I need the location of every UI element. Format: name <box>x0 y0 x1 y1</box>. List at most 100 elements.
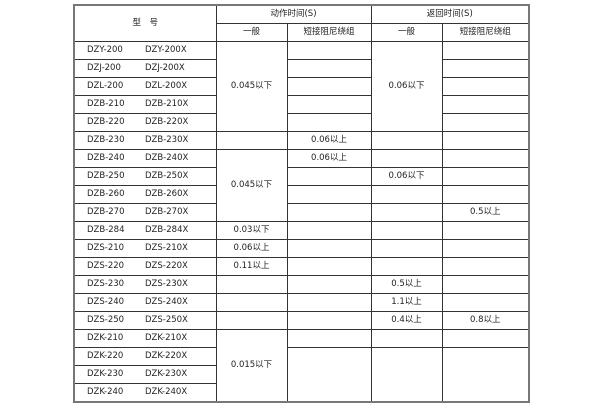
return-short-cell <box>441 221 530 240</box>
return-short-cell <box>441 113 530 132</box>
return-short-cell <box>441 185 530 204</box>
model-cell: DZB-230 DZB-230X <box>73 131 217 150</box>
model-a: DZS-210 <box>87 243 125 253</box>
header-return-short-damping: 短接阻尼绕组 <box>441 23 530 42</box>
model-a: DZK-220 <box>87 351 124 361</box>
header-action-time: 动作时间(S) <box>215 4 372 24</box>
action-general-cell: 0.045以下 <box>215 41 288 132</box>
return-short-cell: 0.8以上 <box>441 311 530 330</box>
table-row: DZB-210 DZB-210X <box>73 95 530 114</box>
return-short-cell <box>441 77 530 96</box>
return-general-cell <box>370 329 443 348</box>
model-a: DZB-230 <box>87 135 125 145</box>
model-b: DZB-260X <box>145 189 189 199</box>
table-row: DZS-220 DZS-220X 0.11以上 <box>73 257 530 276</box>
table-row: DZB-220 DZB-220X <box>73 113 530 132</box>
action-short-cell: 0.06以上 <box>286 149 372 168</box>
return-general-cell <box>370 185 443 204</box>
return-short-cell <box>441 95 530 114</box>
model-cell: DZK-230 DZK-230X <box>73 365 217 384</box>
action-short-cell <box>286 257 372 276</box>
return-short-cell <box>441 257 530 276</box>
table-row: DZB-260 DZB-260X <box>73 185 530 204</box>
model-b: DZB-284X <box>145 225 189 235</box>
action-short-cell <box>286 311 372 330</box>
return-short-cell <box>441 167 530 186</box>
action-general-cell <box>215 131 288 150</box>
table-row: DZL-200 DZL-200X <box>73 77 530 96</box>
return-general-cell: 1.1以上 <box>370 293 443 312</box>
model-cell: DZS-230 DZS-230X <box>73 275 217 294</box>
action-short-cell: 0.06以上 <box>286 131 372 150</box>
action-short-cell <box>286 167 372 186</box>
header-return-time: 返回时间(S) <box>370 4 530 24</box>
model-b: DZK-230X <box>145 369 188 379</box>
model-a: DZS-230 <box>87 279 125 289</box>
table-row: DZB-240 DZB-240X 0.045以下 0.06以上 <box>73 149 530 222</box>
model-cell: DZB-260 DZB-260X <box>73 185 217 204</box>
return-general-cell <box>370 347 443 403</box>
model-cell: DZL-200 DZL-200X <box>73 77 217 96</box>
return-general-cell <box>370 131 443 150</box>
table-row: DZK-210 DZK-210X 0.015以下 <box>73 329 530 403</box>
table-row: DZS-210 DZS-210X 0.06以上 <box>73 239 530 258</box>
model-b: DZB-250X <box>145 171 189 181</box>
model-b: DZS-220X <box>145 261 188 271</box>
action-short-cell <box>286 329 372 348</box>
table-row: DZB-270 DZB-270X 0.5以上 <box>73 203 530 222</box>
action-general-cell <box>215 275 288 294</box>
model-cell: DZS-250 DZS-250X <box>73 311 217 330</box>
return-general-cell: 0.06以下 <box>370 167 443 186</box>
table-row: DZY-200 DZY-200X 0.045以下 0.06以下 <box>73 41 530 132</box>
action-general-cell: 0.06以上 <box>215 239 288 258</box>
model-b: DZK-220X <box>145 351 188 361</box>
header-action-general: 一般 <box>215 23 288 42</box>
action-short-cell <box>286 203 372 222</box>
action-short-cell <box>286 185 372 204</box>
relay-timing-table: 型 号 动作时间(S) 返回时间(S) 一般 短接阻尼绕组 一般 短接阻尼绕组 … <box>73 4 530 403</box>
action-short-cell <box>286 41 372 60</box>
action-short-cell <box>286 113 372 132</box>
model-a: DZB-270 <box>87 207 125 217</box>
model-b: DZB-210X <box>145 99 189 109</box>
model-b: DZB-270X <box>145 207 189 217</box>
action-short-cell <box>286 95 372 114</box>
model-b: DZJ-200X <box>145 63 185 73</box>
model-cell: DZK-220 DZK-220X <box>73 347 217 366</box>
return-general-cell <box>370 239 443 258</box>
model-a: DZY-200 <box>87 45 123 55</box>
model-a: DZB-284 <box>87 225 125 235</box>
table-row: DZK-230 DZK-230X <box>73 365 529 384</box>
return-short-cell <box>441 149 530 168</box>
model-b: DZY-200X <box>145 45 187 55</box>
return-short-cell <box>441 59 530 78</box>
header-return-general: 一般 <box>370 23 443 42</box>
return-general-cell: 0.5以上 <box>370 275 443 294</box>
return-general-cell <box>370 221 443 240</box>
action-short-cell <box>286 239 372 258</box>
action-short-cell <box>286 221 372 240</box>
action-short-cell <box>286 347 372 403</box>
return-short-cell: 0.5以上 <box>441 203 530 222</box>
table-row: DZS-230 DZS-230X 0.5以上 <box>73 275 530 294</box>
model-cell: DZB-284 DZB-284X <box>73 221 217 240</box>
return-short-cell <box>441 41 530 60</box>
action-general-cell: 0.045以下 <box>215 149 288 222</box>
model-cell: DZK-210 DZK-210X <box>73 329 217 348</box>
return-general-cell: 0.4以上 <box>370 311 443 330</box>
action-general-cell: 0.015以下 <box>215 329 288 403</box>
model-b: DZS-250X <box>145 315 188 325</box>
model-cell: DZB-210 DZB-210X <box>73 95 217 114</box>
table-body: DZY-200 DZY-200X 0.045以下 0.06以下 DZJ-200 DZJ-2… <box>73 41 530 403</box>
model-cell: DZS-210 DZS-210X <box>73 239 217 258</box>
return-general-cell <box>370 257 443 276</box>
model-a: DZL-200 <box>87 81 124 91</box>
model-a: DZS-240 <box>87 297 125 307</box>
table-row: DZB-230 DZB-230X 0.06以上 <box>73 131 530 150</box>
return-general-cell: 0.06以下 <box>370 41 443 132</box>
model-b: DZK-210X <box>145 333 188 343</box>
model-b: DZB-220X <box>145 117 189 127</box>
action-general-cell <box>215 311 288 330</box>
return-general-cell <box>370 149 443 168</box>
model-b: DZS-230X <box>145 279 188 289</box>
